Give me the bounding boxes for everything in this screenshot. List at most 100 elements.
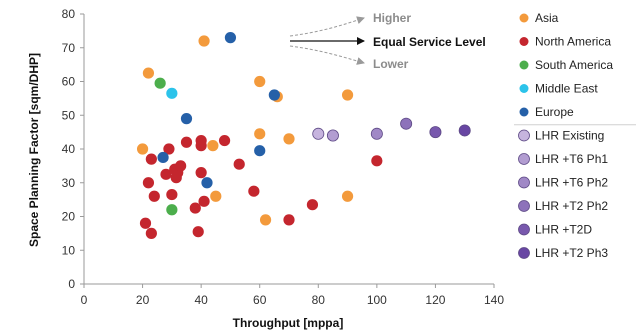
point-asia bbox=[198, 35, 210, 47]
point-asia bbox=[283, 133, 295, 145]
legend-marker-north-america bbox=[519, 37, 529, 46]
y-tick-label: 10 bbox=[62, 243, 76, 257]
point-north-america bbox=[283, 214, 295, 226]
y-tick-label: 0 bbox=[68, 277, 75, 291]
equal-service-level-label: Equal Service Level bbox=[373, 35, 486, 49]
y-axis-title: Space Planning Factor [sqm/DHP] bbox=[27, 53, 41, 247]
x-tick-label: 40 bbox=[194, 293, 208, 307]
point-north-america bbox=[371, 155, 383, 167]
legend-label-lhr-t2-ph2: LHR +T2 Ph2 bbox=[535, 199, 608, 213]
y-tick-label: 30 bbox=[62, 176, 76, 190]
legend-label-middle-east: Middle East bbox=[535, 82, 598, 96]
point-asia bbox=[254, 75, 266, 88]
point-europe bbox=[268, 89, 280, 101]
point-north-america bbox=[148, 190, 160, 202]
x-tick-label: 120 bbox=[425, 293, 445, 307]
point-asia bbox=[341, 89, 354, 101]
point-europe bbox=[224, 32, 237, 44]
point-asia bbox=[207, 140, 219, 152]
y-tick-label: 20 bbox=[62, 210, 76, 224]
point-south-america bbox=[166, 204, 178, 216]
y-tick-label: 80 bbox=[62, 7, 76, 21]
legend-marker-lhr-t6-ph2 bbox=[518, 176, 530, 189]
point-south-america bbox=[154, 77, 166, 89]
point-north-america bbox=[192, 226, 204, 238]
legend-label-asia: Asia bbox=[535, 11, 559, 25]
legend-marker-middle-east bbox=[519, 84, 529, 93]
data-points bbox=[136, 32, 471, 239]
legend-marker-lhr-t6-ph1 bbox=[518, 153, 530, 165]
point-lhr-existing bbox=[312, 127, 325, 140]
x-tick-label: 140 bbox=[484, 293, 504, 307]
legend-marker-asia bbox=[519, 13, 529, 23]
point-north-america bbox=[195, 167, 207, 179]
point-asia bbox=[259, 214, 272, 226]
point-lhr-t6-ph1 bbox=[326, 129, 339, 142]
legend-label-lhr-t2d: LHR +T2D bbox=[535, 223, 592, 237]
point-north-america bbox=[248, 185, 260, 197]
higher-arrow bbox=[289, 16, 365, 37]
point-north-america bbox=[218, 134, 231, 147]
legend-marker-europe bbox=[519, 107, 529, 117]
x-tick-label: 60 bbox=[253, 293, 267, 307]
legend-marker-lhr-t2d bbox=[518, 223, 530, 236]
lower-arrow bbox=[289, 45, 365, 65]
point-europe bbox=[157, 151, 169, 164]
legend-marker-south-america bbox=[519, 60, 529, 70]
y-tick-label: 70 bbox=[62, 41, 76, 55]
service-level-annotation: Higher Equal Service Level Lower bbox=[289, 11, 486, 71]
point-lhr-t6-ph2 bbox=[370, 127, 383, 140]
point-lhr-t2-ph3 bbox=[458, 124, 471, 137]
point-north-america bbox=[175, 160, 187, 172]
higher-label: Higher bbox=[373, 11, 411, 25]
y-tick-labels: 0 10 20 30 40 50 60 70 80 bbox=[62, 7, 84, 291]
x-tick-labels: 0 20 40 60 80 100 120 140 bbox=[81, 284, 504, 307]
point-north-america bbox=[145, 153, 157, 165]
legend-label-lhr-t2-ph3: LHR +T2 Ph3 bbox=[535, 246, 608, 260]
legend-label-south-america: South America bbox=[535, 58, 613, 72]
point-north-america bbox=[163, 143, 175, 155]
lower-label: Lower bbox=[373, 57, 409, 71]
legend-label-north-america: North America bbox=[535, 35, 611, 49]
point-asia bbox=[142, 67, 155, 79]
point-north-america bbox=[189, 202, 201, 214]
y-tick-label: 40 bbox=[62, 142, 76, 156]
point-north-america bbox=[198, 195, 210, 207]
point-europe bbox=[254, 145, 266, 157]
x-axis-title: Throughput [mppa] bbox=[233, 316, 344, 330]
legend-label-lhr-t6-ph2: LHR +T6 Ph2 bbox=[535, 176, 608, 190]
point-lhr-t2-ph2 bbox=[400, 117, 413, 130]
x-tick-label: 80 bbox=[312, 293, 326, 307]
x-tick-label: 0 bbox=[81, 293, 88, 307]
legend-label-lhr-t6-ph1: LHR +T6 Ph1 bbox=[535, 152, 608, 166]
y-tick-label: 60 bbox=[62, 75, 76, 89]
y-tick-label: 50 bbox=[62, 108, 76, 122]
point-north-america bbox=[139, 217, 152, 229]
point-europe bbox=[201, 177, 213, 189]
point-north-america bbox=[145, 227, 157, 239]
point-north-america bbox=[142, 177, 155, 189]
point-north-america bbox=[233, 158, 245, 170]
point-middle-east bbox=[166, 87, 178, 99]
legend-label-lhr-existing: LHR Existing bbox=[535, 129, 604, 143]
point-asia bbox=[254, 128, 266, 140]
point-north-america bbox=[160, 168, 172, 180]
point-north-america bbox=[166, 188, 178, 201]
legend-marker-lhr-existing bbox=[518, 129, 530, 142]
legend-marker-lhr-t2-ph3 bbox=[518, 247, 530, 259]
point-north-america bbox=[195, 140, 207, 152]
x-tick-label: 20 bbox=[136, 293, 150, 307]
point-north-america bbox=[180, 136, 193, 148]
point-asia bbox=[136, 143, 149, 155]
point-asia bbox=[210, 190, 222, 202]
point-north-america bbox=[306, 199, 319, 211]
legend-label-europe: Europe bbox=[535, 105, 574, 119]
legend-marker-lhr-t2-ph2 bbox=[518, 200, 530, 212]
legend: Asia North America South America Middle Eas… bbox=[514, 11, 636, 260]
point-europe bbox=[180, 113, 193, 125]
point-asia bbox=[341, 190, 354, 202]
x-tick-label: 100 bbox=[367, 293, 387, 307]
point-lhr-t2d bbox=[429, 126, 442, 139]
